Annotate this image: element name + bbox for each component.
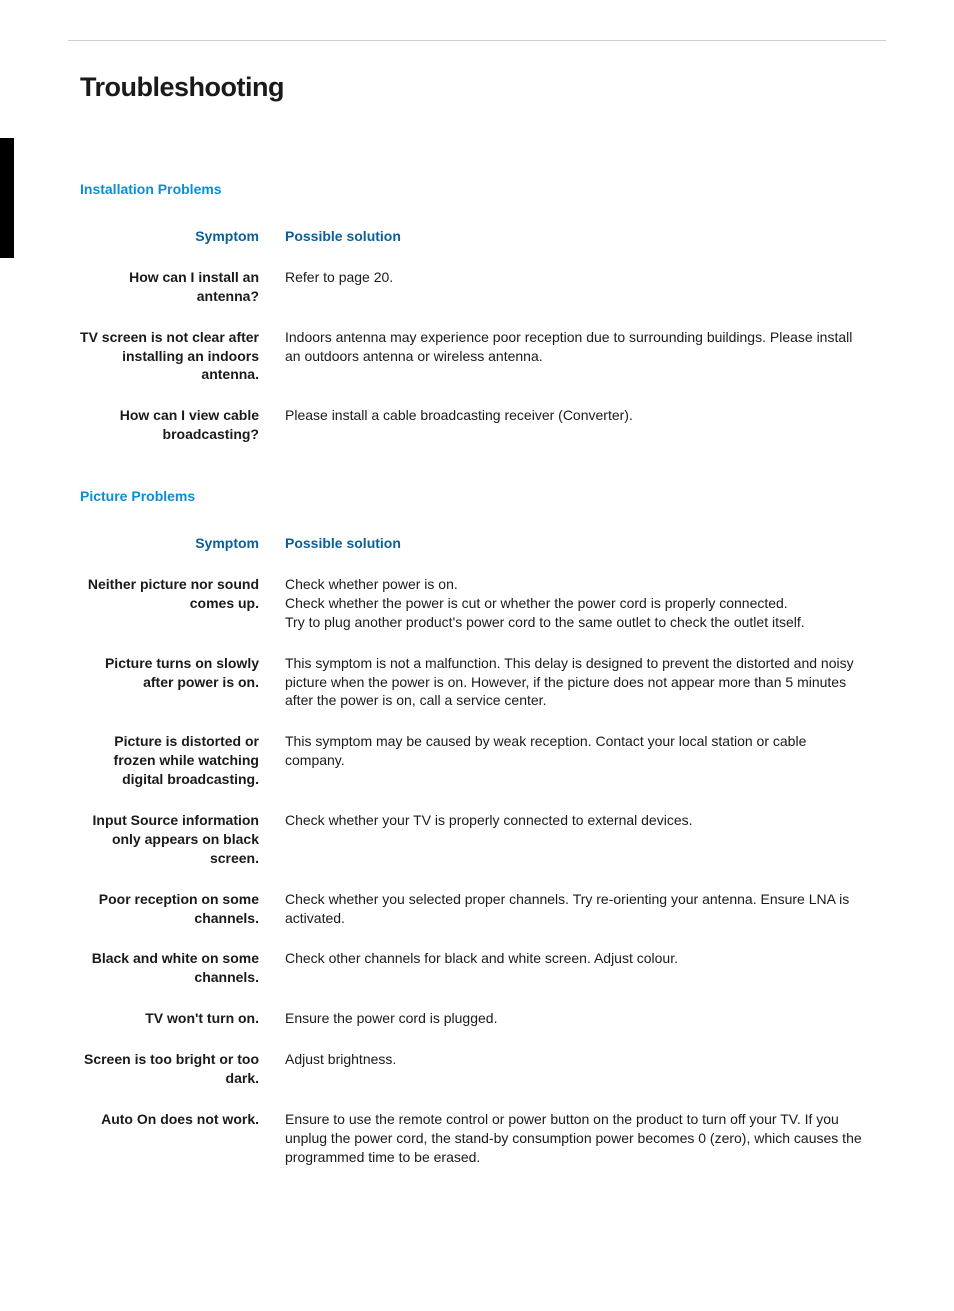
solution-cell: Ensure to use the remote control or powe…: [285, 1110, 874, 1167]
symptom-cell: How can I view cable broadcasting?: [80, 406, 285, 444]
column-header-solution: Possible solution: [285, 227, 874, 246]
page-title: Troubleshooting: [80, 72, 874, 103]
symptom-cell: Picture is distorted or frozen while wat…: [80, 732, 285, 789]
solution-cell: Ensure the power cord is plugged.: [285, 1009, 874, 1028]
solution-cell: This symptom may be caused by weak recep…: [285, 732, 874, 770]
solution-cell: Adjust brightness.: [285, 1050, 874, 1069]
symptom-cell: Picture turns on slowly after power is o…: [80, 654, 285, 692]
table-row: Input Source information only appears on…: [80, 811, 874, 868]
table-header-row: Symptom Possible solution: [80, 534, 874, 553]
symptom-cell: Poor reception on some channels.: [80, 890, 285, 928]
solution-cell: Refer to page 20.: [285, 268, 874, 287]
symptom-cell: Auto On does not work.: [80, 1110, 285, 1129]
table-row: How can I view cable broadcasting? Pleas…: [80, 406, 874, 444]
symptom-cell: TV won't turn on.: [80, 1009, 285, 1028]
solution-cell: Indoors antenna may experience poor rece…: [285, 328, 874, 366]
table-row: TV won't turn on. Ensure the power cord …: [80, 1009, 874, 1028]
solution-cell: Check whether power is on.Check whether …: [285, 575, 874, 632]
table-row: Neither picture nor sound comes up. Chec…: [80, 575, 874, 632]
solution-cell: Check other channels for black and white…: [285, 949, 874, 968]
symptom-cell: Neither picture nor sound comes up.: [80, 575, 285, 613]
symptom-cell: TV screen is not clear after installing …: [80, 328, 285, 385]
table-row: Picture is distorted or frozen while wat…: [80, 732, 874, 789]
solution-cell: Check whether your TV is properly connec…: [285, 811, 874, 830]
table-row: TV screen is not clear after installing …: [80, 328, 874, 385]
table-row: How can I install an antenna? Refer to p…: [80, 268, 874, 306]
table-row: Black and white on some channels. Check …: [80, 949, 874, 987]
solution-cell: Check whether you selected proper channe…: [285, 890, 874, 928]
column-header-symptom: Symptom: [80, 534, 285, 553]
symptom-cell: How can I install an antenna?: [80, 268, 285, 306]
table-row: Picture turns on slowly after power is o…: [80, 654, 874, 711]
top-rule: [68, 40, 886, 41]
page-content: Troubleshooting Installation Problems Sy…: [0, 0, 954, 1229]
solution-cell: This symptom is not a malfunction. This …: [285, 654, 874, 711]
table-header-row: Symptom Possible solution: [80, 227, 874, 246]
side-tab: [0, 138, 14, 258]
table-row: Auto On does not work. Ensure to use the…: [80, 1110, 874, 1167]
section-title-installation: Installation Problems: [80, 181, 874, 197]
column-header-symptom: Symptom: [80, 227, 285, 246]
table-row: Screen is too bright or too dark. Adjust…: [80, 1050, 874, 1088]
symptom-cell: Screen is too bright or too dark.: [80, 1050, 285, 1088]
section-title-picture: Picture Problems: [80, 488, 874, 504]
symptom-cell: Input Source information only appears on…: [80, 811, 285, 868]
column-header-solution: Possible solution: [285, 534, 874, 553]
symptom-cell: Black and white on some channels.: [80, 949, 285, 987]
solution-cell: Please install a cable broadcasting rece…: [285, 406, 874, 425]
table-row: Poor reception on some channels. Check w…: [80, 890, 874, 928]
